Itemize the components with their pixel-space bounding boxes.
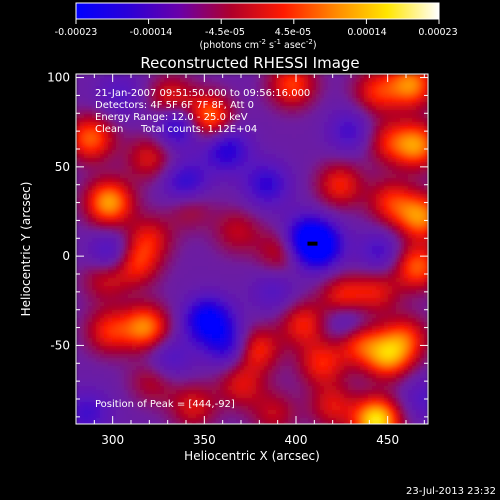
- x-axis-label: Heliocentric X (arcsec): [184, 449, 320, 463]
- colorbar-strip: [75, 2, 440, 20]
- colorbar: -0.00023 -0.00014 -4.5e-05 4.5e-05 0.000…: [55, 2, 458, 51]
- colorbar-unit-label: (photons cm-2 s-1 asec-2): [199, 38, 316, 51]
- y-tick-label: -50: [50, 338, 70, 352]
- x-tick-labels: 300 350 400 450: [101, 433, 399, 447]
- clean-text: Clean: [95, 124, 123, 135]
- plot-frame: [75, 73, 429, 425]
- x-tick-label: 300: [101, 433, 124, 447]
- colorbar-tick-label: -0.00023: [55, 27, 98, 38]
- y-tick-label: 0: [62, 249, 70, 263]
- colorbar-tick-labels: -0.00023 -0.00014 -4.5e-05 4.5e-05 0.000…: [55, 27, 458, 38]
- colorbar-tick-label: 0.00014: [347, 27, 386, 38]
- y-axis-label: Heliocentric Y (arcsec): [19, 182, 33, 317]
- x-tick-label: 400: [285, 433, 308, 447]
- x-tick-label: 350: [193, 433, 216, 447]
- axis-ticks: [76, 74, 428, 424]
- y-tick-label: 100: [47, 71, 70, 85]
- colorbar-ticks: [75, 19, 440, 24]
- energy-range-text: Energy Range: 12.0 - 25.0 keV: [95, 112, 248, 123]
- colorbar-tick-label: -4.5e-05: [205, 27, 245, 38]
- colorbar-tick-label: -0.00014: [130, 27, 173, 38]
- y-tick-labels: -50 0 50 100: [47, 71, 70, 353]
- colorbar-tick-label: 0.00023: [418, 27, 457, 38]
- peak-marker: [307, 241, 318, 246]
- peak-position-text: Position of Peak = [444,-92]: [95, 399, 235, 410]
- footer-date: 23-Jul-2013 23:32: [406, 486, 496, 497]
- detectors-text: Detectors: 4F 5F 6F 7F 8F, Att 0: [95, 100, 254, 111]
- heatmap-image: [76, 74, 428, 424]
- time-range-text: 21-Jan-2007 09:51:50.000 to 09:56:16.000: [95, 88, 310, 99]
- colorbar-tick-label: 4.5e-05: [275, 27, 311, 38]
- chart-title: Reconstructed RHESSI Image: [140, 54, 359, 72]
- y-tick-label: 50: [55, 160, 70, 174]
- info-annotations: 21-Jan-2007 09:51:50.000 to 09:56:16.000…: [95, 88, 310, 410]
- x-tick-label: 450: [376, 433, 399, 447]
- total-counts-text: Total counts: 1.12E+04: [140, 124, 257, 135]
